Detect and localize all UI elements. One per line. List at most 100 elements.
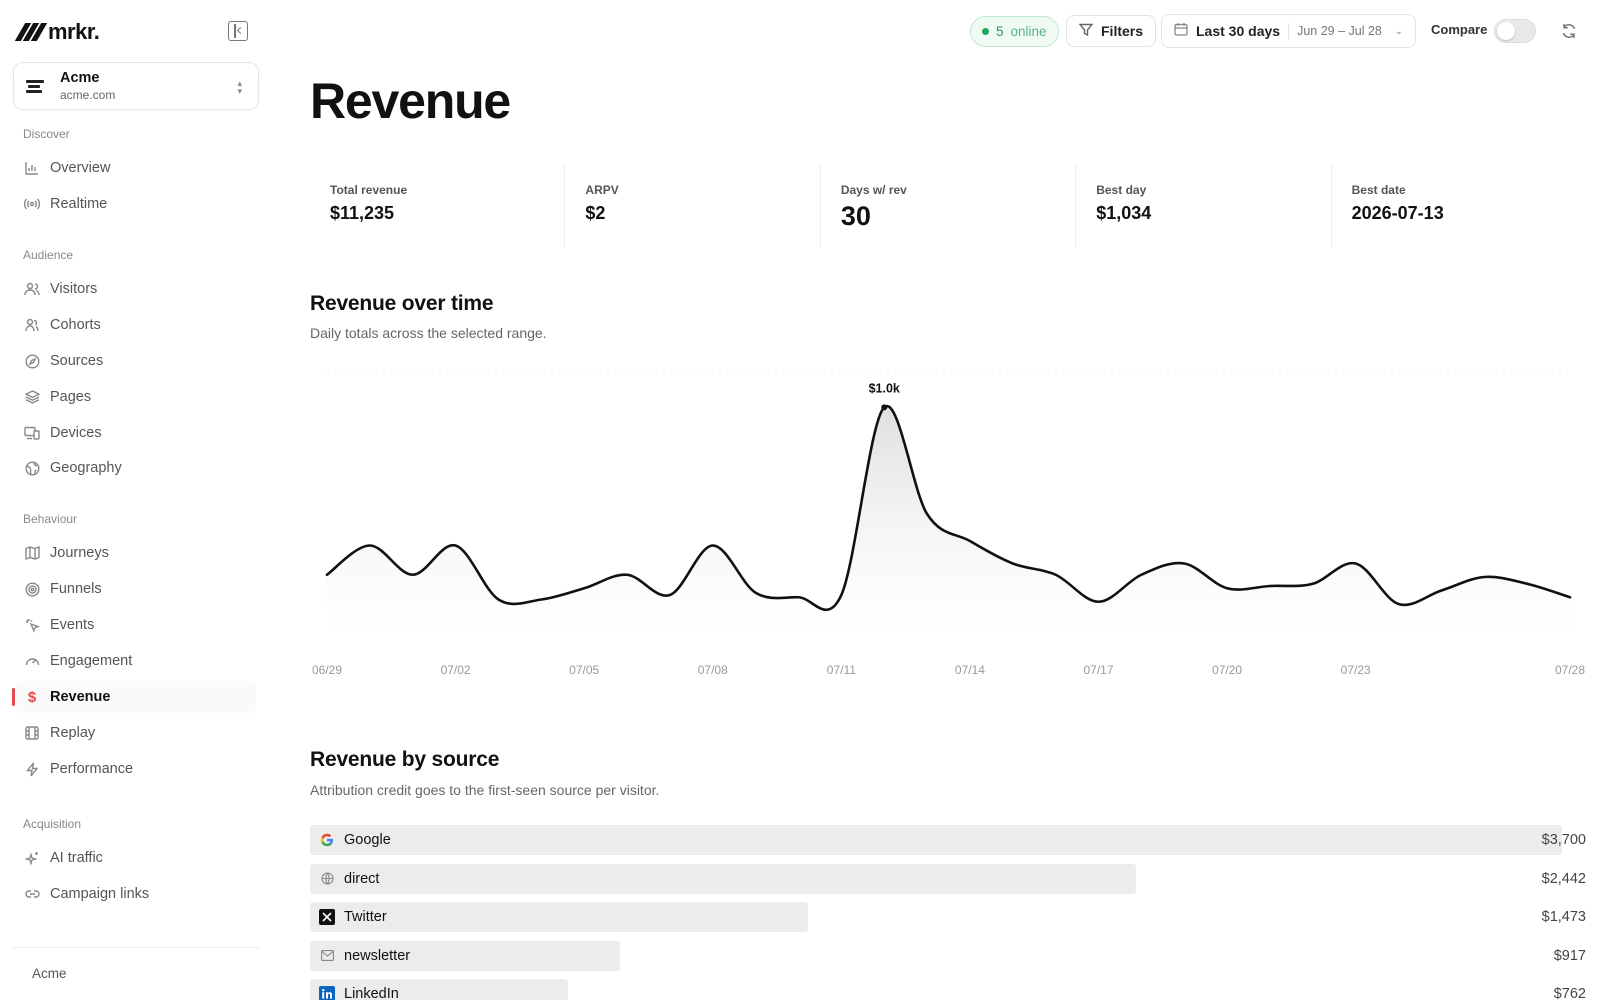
data-point[interactable]	[1393, 598, 1405, 610]
filter-icon	[1078, 23, 1094, 40]
revenue-by-source-list: Google $3,700 direct $2,442 Twitter $1,473 new…	[310, 825, 1586, 1000]
revenue-line	[325, 404, 1572, 611]
kpi-row: Total revenue $11,235 ARPV $2 Days w/ re…	[310, 165, 1586, 248]
date-range-text: Jun 29 – Jul 28	[1297, 24, 1382, 38]
data-point[interactable]	[1221, 582, 1233, 594]
sidebar-divider	[12, 947, 260, 948]
source-row[interactable]: newsletter $917	[310, 940, 1586, 971]
x-twitter-icon	[319, 909, 335, 925]
source-bar	[310, 863, 1137, 894]
data-point[interactable]	[964, 535, 976, 547]
kpi-label: Total revenue	[330, 183, 408, 197]
data-point[interactable]	[450, 540, 462, 552]
peak-label: $1.0k	[869, 381, 900, 395]
sidebar-item-funnels[interactable]: Funnels	[16, 573, 256, 605]
revenue-area-fill	[327, 406, 1570, 640]
film-icon	[24, 725, 40, 741]
online-count: 5	[996, 24, 1004, 39]
sidebar-item-visitors[interactable]: Visitors	[16, 273, 256, 305]
footer-org-name[interactable]: Acme	[32, 966, 67, 981]
compare-toggle[interactable]	[1494, 19, 1536, 43]
sidebar-item-devices[interactable]: Devices	[16, 417, 256, 449]
data-point[interactable]	[1350, 558, 1362, 570]
data-point[interactable]	[707, 540, 719, 552]
kpi-days-with-revenue: Days w/ rev 30	[819, 165, 1075, 248]
devices-icon	[24, 425, 40, 441]
data-point[interactable]	[1264, 580, 1276, 592]
brand-logo[interactable]: mrkr.	[14, 19, 100, 44]
source-row[interactable]: Google $3,700	[310, 825, 1586, 855]
filters-button[interactable]: Filters	[1066, 15, 1157, 47]
sidebar-item-events[interactable]: Events	[16, 609, 256, 641]
sidebar-item-sources[interactable]: Sources	[16, 345, 256, 377]
sidebar-item-label: Realtime	[50, 196, 108, 212]
source-row[interactable]: Twitter $1,473	[310, 902, 1586, 932]
x-tick-label: 07/23	[1341, 663, 1371, 677]
nav-section-behaviour: Behaviour	[23, 512, 78, 526]
collapse-sidebar-icon[interactable]	[228, 21, 248, 41]
active-nav-indicator	[12, 688, 15, 706]
online-visitors-badge[interactable]: 5 online	[970, 16, 1059, 47]
sidebar-item-geography[interactable]: Geography	[16, 452, 256, 484]
revenue-over-time-chart[interactable]: $1.0k 06/29 07/02 07/05 07/08 07/11 07/14 07/17…	[300, 370, 1590, 710]
source-value: $3,700	[1541, 832, 1586, 848]
broadcast-icon	[24, 196, 40, 212]
workspace-switcher[interactable]: Acme acme.com ▴ ▾	[13, 62, 259, 110]
sidebar-item-journeys[interactable]: Journeys	[16, 537, 256, 569]
data-point[interactable]	[1307, 578, 1319, 590]
source-name: Twitter	[344, 909, 387, 925]
x-tick-label: 07/02	[441, 663, 471, 677]
sidebar-item-realtime[interactable]: Realtime	[16, 188, 256, 220]
data-point[interactable]	[1478, 571, 1490, 583]
data-point[interactable]	[364, 540, 376, 552]
source-row[interactable]: direct $2,442	[310, 863, 1586, 894]
sidebar-item-overview[interactable]: Overview	[16, 152, 256, 184]
lightning-icon	[24, 761, 40, 777]
source-row[interactable]: LinkedIn $762	[310, 979, 1586, 1000]
kpi-value: $2	[585, 203, 606, 223]
sidebar-item-label: Engagement	[50, 653, 133, 669]
data-point[interactable]	[621, 569, 633, 581]
date-preset-label: Last 30 days	[1196, 23, 1281, 39]
sidebar-item-performance[interactable]: Performance	[16, 753, 256, 785]
x-tick-label: 07/20	[1212, 663, 1242, 677]
sidebar-item-label: Visitors	[50, 281, 98, 297]
data-point[interactable]	[1521, 578, 1533, 590]
chevron-down-icon: ⌄	[1394, 25, 1403, 37]
sidebar-item-revenue[interactable]: $ Revenue	[16, 681, 256, 713]
date-separator	[1288, 23, 1290, 39]
chevron-up-down-icon: ▴ ▾	[237, 78, 242, 96]
sparkles-icon	[24, 850, 40, 866]
data-point[interactable]	[578, 582, 590, 594]
data-point[interactable]	[1435, 585, 1447, 597]
data-point[interactable]	[1178, 558, 1190, 570]
date-range-picker[interactable]: Last 30 days Jun 29 – Jul 28 ⌄	[1161, 14, 1416, 48]
data-point[interactable]	[1007, 558, 1019, 570]
sidebar-item-pages[interactable]: Pages	[16, 381, 256, 413]
sidebar-item-label: AI traffic	[50, 850, 103, 866]
data-point[interactable]	[535, 594, 547, 606]
data-point[interactable]	[1093, 596, 1105, 608]
kpi-total-revenue: Total revenue $11,235	[310, 165, 564, 248]
data-point[interactable]	[407, 569, 419, 581]
data-point[interactable]	[1050, 569, 1062, 581]
data-point[interactable]	[835, 589, 847, 601]
data-point[interactable]	[492, 594, 504, 606]
data-point[interactable]	[792, 591, 804, 603]
source-bar	[310, 940, 621, 971]
kpi-value: $11,235	[330, 203, 395, 223]
x-tick-label: 07/28	[1555, 663, 1585, 677]
data-point[interactable]	[921, 508, 933, 520]
data-point[interactable]	[664, 589, 676, 601]
sidebar-item-replay[interactable]: Replay	[16, 717, 256, 749]
data-point[interactable]	[1564, 591, 1576, 603]
data-point[interactable]	[750, 587, 762, 599]
refresh-icon[interactable]	[1560, 22, 1578, 40]
sidebar-item-campaign-links[interactable]: Campaign links	[16, 878, 256, 910]
data-point[interactable]	[321, 569, 333, 581]
sidebar-item-ai-traffic[interactable]: AI traffic	[16, 842, 256, 874]
sidebar-item-engagement[interactable]: Engagement	[16, 645, 256, 677]
sidebar-item-cohorts[interactable]: Cohorts	[16, 309, 256, 341]
sidebar-item-label: Revenue	[50, 689, 111, 705]
data-point[interactable]	[1135, 569, 1147, 581]
